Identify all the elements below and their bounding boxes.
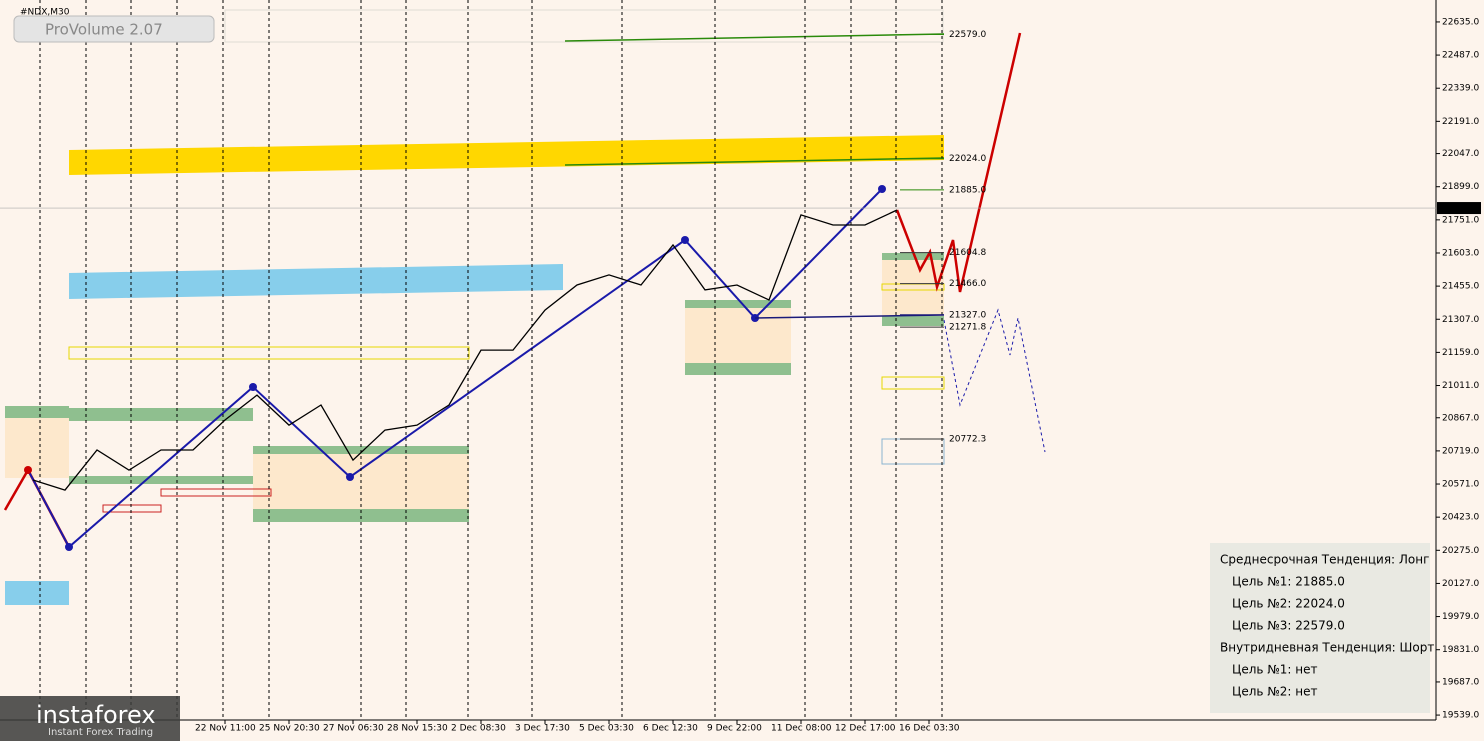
level-label: 22024.0 (949, 154, 986, 164)
forecast-short (943, 308, 1046, 453)
y-tick-label: 21455.0 (1442, 282, 1479, 292)
y-tick-label: 19687.0 (1442, 677, 1479, 687)
y-tick-label: 21011.0 (1442, 381, 1479, 391)
red-box (160, 488, 272, 497)
info-line: Цель №2: 22024.0 (1232, 597, 1345, 611)
logo-name: instaforex (36, 701, 156, 729)
y-tick-label: 22635.0 (1442, 17, 1479, 27)
zone (882, 258, 944, 318)
x-tick-label: 22 Nov 11:00 (195, 724, 256, 734)
y-tick-label: 22487.0 (1442, 51, 1479, 61)
y-tick-label: 21899.0 (1442, 182, 1479, 192)
chart-title: #NDX,M30 (20, 8, 70, 18)
pivots (65, 185, 886, 551)
yellow-box (881, 376, 945, 390)
x-tick-label: 28 Nov 15:30 (387, 724, 448, 734)
level-line (754, 314, 945, 319)
x-tick-label: 27 Nov 06:30 (323, 724, 384, 734)
zone-edge (69, 408, 253, 421)
info-line: Цель №1: нет (1232, 663, 1317, 677)
y-tick-label: 21159.0 (1442, 348, 1479, 358)
red-box (102, 504, 162, 513)
level-label: 22579.0 (949, 30, 986, 40)
zone-edge (69, 476, 253, 484)
pivot-red (24, 466, 32, 474)
info-line: Цель №2: нет (1232, 685, 1317, 699)
y-tick-label: 20571.0 (1442, 480, 1479, 490)
x-tick-label: 25 Nov 20:30 (259, 724, 320, 734)
level-label: 21466.0 (949, 279, 986, 289)
forecast-long (895, 32, 1022, 293)
x-tick-label: 2 Dec 08:30 (451, 724, 506, 734)
zone-edge (882, 316, 944, 326)
indicator-name: ProVolume 2.07 (45, 21, 163, 39)
blue-zone (5, 581, 69, 605)
zone-edge (253, 509, 469, 522)
x-tick-label: 12 Dec 17:00 (835, 724, 896, 734)
y-tick-label: 19831.0 (1442, 645, 1479, 655)
zones (3, 9, 1046, 605)
supply-band (69, 135, 944, 175)
level-label: 21271.8 (949, 323, 986, 333)
yellow-box (68, 346, 470, 360)
grey-box (224, 9, 944, 43)
level-label: 20772.3 (949, 434, 986, 444)
price-line (32, 209, 898, 491)
logo-tagline: Instant Forex Trading (48, 727, 153, 738)
zone-edge (882, 253, 944, 260)
info-line: Внутридневная Тенденция: Шорт (1220, 641, 1434, 655)
y-tick-label: 20423.0 (1442, 513, 1479, 523)
x-tick-label: 6 Dec 12:30 (643, 724, 698, 734)
y-tick-label: 19539.0 (1442, 711, 1479, 721)
info-line: Среднесрочная Тенденция: Лонг (1220, 553, 1429, 567)
blue-band (69, 264, 563, 299)
info-line: Цель №1: 21885.0 (1232, 575, 1345, 589)
info-line: Цель №3: 22579.0 (1232, 619, 1345, 633)
zone (685, 306, 791, 366)
indicator-button[interactable] (13, 15, 215, 43)
level-line (564, 157, 945, 166)
info-panel (1210, 543, 1430, 713)
y-tick-label: 20275.0 (1442, 546, 1479, 556)
y-tick-label: 19979.0 (1442, 612, 1479, 622)
last-price-label: 21803.7 (1440, 204, 1477, 214)
last-price-box (1437, 202, 1481, 215)
y-tick-label: 21751.0 (1442, 215, 1479, 225)
y-tick-label: 22191.0 (1442, 117, 1479, 127)
zone (5, 418, 69, 478)
x-tick-label: 16 Dec 03:30 (899, 724, 960, 734)
level-label: 21327.0 (949, 310, 986, 320)
x-tick-label: 5 Dec 03:30 (579, 724, 634, 734)
y-tick-label: 20867.0 (1442, 413, 1479, 423)
session-lines (39, 0, 943, 720)
level-line (564, 33, 945, 42)
y-tick-label: 21307.0 (1442, 315, 1479, 325)
x-tick-label: 11 Dec 08:00 (771, 724, 832, 734)
y-tick-label: 20719.0 (1442, 446, 1479, 456)
zone-edge (685, 363, 791, 375)
x-tick-label: 3 Dec 17:30 (515, 724, 570, 734)
y-tick-label: 22047.0 (1442, 149, 1479, 159)
y-tick-label: 22339.0 (1442, 84, 1479, 94)
level-label: 21885.0 (949, 185, 986, 195)
x-tick-label: 9 Dec 22:00 (707, 724, 762, 734)
logo-box (0, 696, 180, 741)
y-tick-label: 21603.0 (1442, 248, 1479, 258)
zone-edge (5, 406, 69, 418)
y-tick-label: 20127.0 (1442, 579, 1479, 589)
level-label: 21604.8 (949, 248, 986, 258)
zone-edge (685, 300, 791, 308)
